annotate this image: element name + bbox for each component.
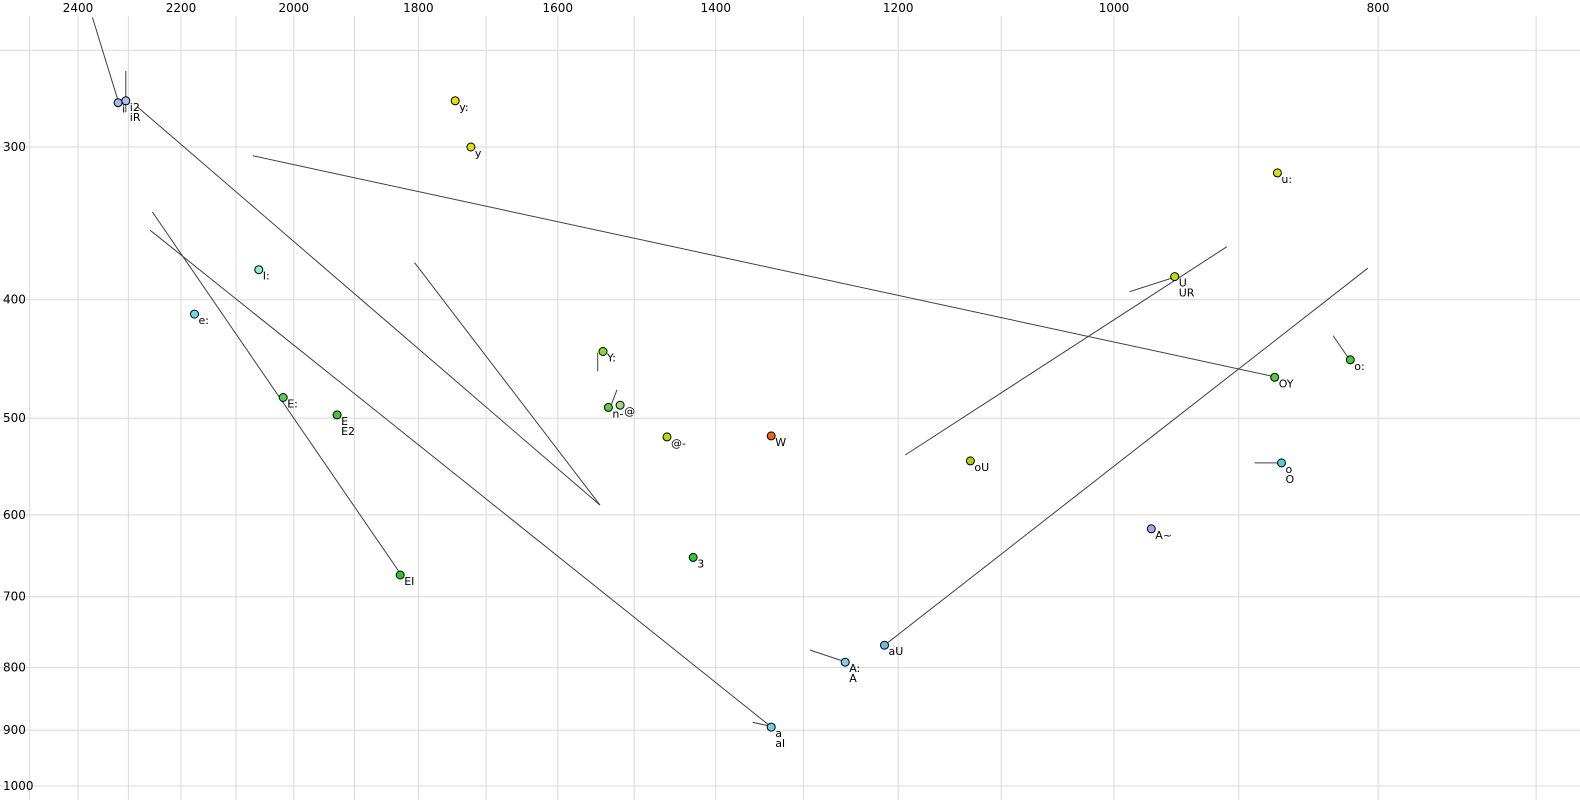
vowel-point-label: i2 <box>130 101 140 114</box>
vowel-point-label: oU <box>974 461 989 474</box>
vowel-point-label: EI <box>404 575 414 588</box>
vowel-point-A: <box>840 657 850 667</box>
vowel-point-label: @- <box>671 437 686 450</box>
x-tick-label: 800 <box>1367 1 1390 15</box>
vowel-point-label: I: <box>263 270 270 283</box>
vowel-point-label: iR <box>130 111 141 124</box>
vowel-point-y <box>466 142 476 152</box>
vowel-point-label: aI <box>775 737 785 750</box>
vowel-point-label: o <box>1286 463 1293 476</box>
vowel-point-o <box>1277 458 1286 468</box>
y-tick-label: 300 <box>3 140 26 154</box>
vowel-point-label: A <box>849 672 857 685</box>
vowel-point-label: E <box>341 415 348 428</box>
y-tick-label: 900 <box>3 723 26 737</box>
trajectory-line <box>884 267 1369 646</box>
trajectory-line <box>91 17 119 101</box>
vowel-point-aU <box>880 640 889 650</box>
vowel-point-u: <box>1272 168 1282 178</box>
y-tick-label: 400 <box>3 293 26 307</box>
vowel-point-label: OY <box>1279 377 1294 390</box>
vowel-point-@- <box>662 432 672 442</box>
vowel-point-3 <box>688 552 698 562</box>
x-tick-label: 2400 <box>63 1 94 15</box>
vowel-point-U <box>1170 272 1180 282</box>
vowel-point-I: <box>254 265 264 275</box>
vowel-point-@ <box>615 400 625 410</box>
y-tick-label: 600 <box>3 508 26 522</box>
vowel-point-i <box>113 98 123 108</box>
trajectory-line <box>809 649 843 662</box>
y-tick-label: 700 <box>3 590 26 604</box>
y-tick-label: 500 <box>3 411 26 425</box>
x-tick-label: 1000 <box>1099 1 1130 15</box>
trajectory-line <box>414 262 601 506</box>
y-tick-label: 1000 <box>3 779 34 793</box>
vowel-point-E <box>332 410 342 420</box>
trajectory-line <box>752 721 770 727</box>
vowel-point-label: aU <box>889 645 904 658</box>
vowel-point-label: A: <box>849 662 860 675</box>
vowel-point-label: UR <box>1179 287 1195 300</box>
vowel-point-W <box>766 431 776 441</box>
x-tick-label: 1800 <box>403 1 434 15</box>
vowel-point-n- <box>603 402 613 412</box>
trajectory-line <box>151 211 401 574</box>
vowel-point-label: y <box>475 147 482 160</box>
vowel-point-EI <box>395 570 405 580</box>
x-tick-label: 2200 <box>166 1 197 15</box>
vowel-point-label: O <box>1286 473 1295 486</box>
vowel-point-label: A~ <box>1155 529 1172 542</box>
vowel-point-label: n- <box>612 407 623 420</box>
vowel-point-label: E2 <box>341 425 355 438</box>
x-tick-label: 1400 <box>701 1 732 15</box>
vowel-point-e: <box>190 309 199 319</box>
vowel-point-label: i <box>122 103 125 116</box>
trajectory-line <box>611 389 618 405</box>
x-tick-label: 2000 <box>279 1 310 15</box>
x-tick-label: 1200 <box>883 1 914 15</box>
vowel-point-a <box>766 722 776 732</box>
vowel-point-label: 3 <box>697 557 704 570</box>
vowel-point-y: <box>450 96 460 106</box>
vowel-point-label: a <box>775 727 782 740</box>
vowel-point-label: W <box>775 436 786 449</box>
vowel-point-label: o: <box>1354 360 1364 373</box>
vowel-point-E: <box>278 393 288 402</box>
trajectory-line <box>252 155 1273 377</box>
vowel-point-label: u: <box>1281 173 1292 186</box>
vowel-point-label: @ <box>624 405 635 418</box>
vowel-point-label: E: <box>287 398 298 411</box>
vowel-point-Y: <box>598 347 608 356</box>
trajectory-line <box>136 106 601 506</box>
trajectory-line <box>149 229 769 725</box>
vowel-point-oU <box>965 456 975 466</box>
vowel-point-label: U <box>1179 277 1187 290</box>
vowel-point-i2 <box>121 96 131 106</box>
vowel-point-A~ <box>1146 524 1156 534</box>
trajectory-line <box>904 246 1228 456</box>
trajectory-line <box>1129 277 1173 293</box>
vowel-point-label: y: <box>459 101 468 114</box>
x-tick-label: 1600 <box>543 1 574 15</box>
vowel-point-OY <box>1270 372 1280 382</box>
vowel-point-label: e: <box>199 314 209 327</box>
trajectory-line <box>1332 335 1350 359</box>
y-tick-label: 800 <box>3 661 26 675</box>
vowel-point-o: <box>1345 355 1355 365</box>
vowel-point-label: Y: <box>606 352 616 365</box>
